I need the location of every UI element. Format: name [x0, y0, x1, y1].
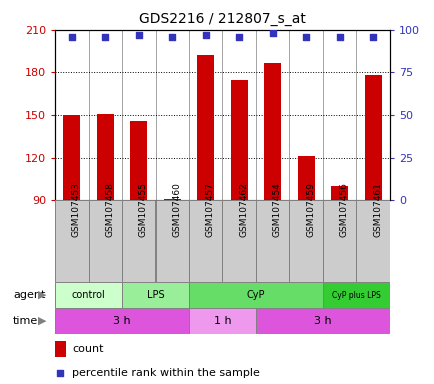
Bar [130, 121, 147, 200]
Bar [322, 282, 389, 308]
Text: GSM107460: GSM107460 [172, 182, 181, 237]
Bar [230, 79, 247, 200]
Text: GSM107459: GSM107459 [306, 182, 315, 237]
Bar [55, 200, 88, 282]
Bar [222, 200, 256, 282]
Text: percentile rank within the sample: percentile rank within the sample [72, 368, 260, 378]
Point [302, 34, 309, 40]
Point [335, 34, 342, 40]
Bar [297, 156, 314, 200]
Bar [264, 63, 280, 200]
Bar [155, 200, 188, 282]
Bar [364, 75, 381, 200]
Text: GSM107456: GSM107456 [339, 182, 348, 237]
Bar [122, 282, 188, 308]
Point [235, 34, 242, 40]
Text: control: control [72, 290, 105, 300]
Text: GSM107461: GSM107461 [372, 182, 381, 237]
Text: 1 h: 1 h [213, 316, 231, 326]
Point [168, 34, 175, 40]
Bar [63, 115, 80, 200]
Bar [256, 200, 289, 282]
Text: ▶: ▶ [38, 290, 46, 300]
Bar [88, 200, 122, 282]
Bar [188, 200, 222, 282]
Bar [55, 308, 188, 334]
Text: 3 h: 3 h [313, 316, 331, 326]
Bar [55, 341, 66, 356]
Text: GSM107453: GSM107453 [72, 182, 81, 237]
Bar [356, 200, 389, 282]
Point [269, 30, 276, 36]
Text: GSM107457: GSM107457 [205, 182, 214, 237]
Text: count: count [72, 344, 104, 354]
Title: GDS2216 / 212807_s_at: GDS2216 / 212807_s_at [139, 12, 305, 26]
Point [369, 34, 376, 40]
Bar [122, 200, 155, 282]
Point [202, 32, 209, 38]
Bar [331, 186, 347, 200]
Text: GSM107458: GSM107458 [105, 182, 114, 237]
Bar [322, 200, 356, 282]
Point [135, 32, 142, 38]
Text: GSM107462: GSM107462 [239, 182, 248, 237]
Text: agent: agent [13, 290, 45, 300]
Bar [197, 56, 214, 200]
Bar [289, 200, 322, 282]
Text: ▶: ▶ [38, 316, 46, 326]
Bar [256, 308, 389, 334]
Point [102, 34, 108, 40]
Text: time: time [13, 316, 38, 326]
Text: CyP plus LPS: CyP plus LPS [332, 291, 380, 300]
Bar [164, 199, 180, 200]
Text: CyP: CyP [246, 290, 265, 300]
Text: GSM107455: GSM107455 [138, 182, 148, 237]
Text: LPS: LPS [146, 290, 164, 300]
Bar [188, 308, 256, 334]
Point [68, 34, 75, 40]
Point [56, 370, 63, 376]
Bar [97, 114, 113, 200]
Bar [55, 282, 122, 308]
Bar [188, 282, 322, 308]
Text: GSM107454: GSM107454 [272, 182, 281, 237]
Text: 3 h: 3 h [113, 316, 131, 326]
